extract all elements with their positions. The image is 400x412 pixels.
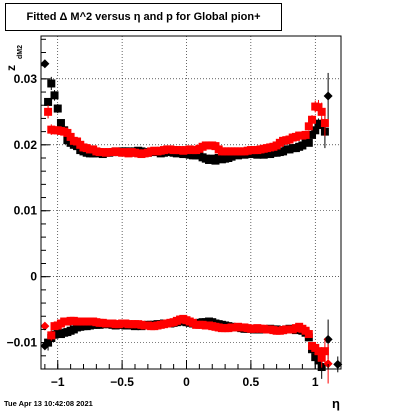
x-tick-label: 0.5 <box>243 375 260 389</box>
data-point <box>47 331 56 340</box>
data-point <box>314 103 323 112</box>
data-series-group <box>40 99 333 384</box>
data-point-edge <box>323 334 333 344</box>
x-axis-label: η <box>332 396 340 411</box>
y-axis-label: z <box>4 65 18 71</box>
axis-ticks <box>41 38 329 370</box>
data-point <box>304 122 313 131</box>
x-tick-label: 0 <box>183 375 190 389</box>
data-point <box>311 126 320 135</box>
y-tick-label: 0.01 <box>14 204 38 218</box>
data-series <box>40 59 343 384</box>
data-point <box>44 107 53 116</box>
axis-tick-labels: −1 −0.5 0 0.5 1 −0.01 0 0.01 0.02 0.03 <box>7 72 319 389</box>
data-point <box>304 138 313 147</box>
timestamp-label: Tue Apr 13 10:42:08 2021 <box>4 399 93 408</box>
x-tick-label: −0.5 <box>110 375 134 389</box>
data-point <box>314 347 323 356</box>
x-tick-label: −1 <box>51 375 65 389</box>
data-point-edge <box>40 59 50 69</box>
data-point <box>56 119 65 128</box>
data-point-edge <box>323 359 333 369</box>
data-point <box>44 97 53 106</box>
data-point <box>308 130 317 139</box>
data-point <box>320 119 329 128</box>
data-point <box>320 347 329 356</box>
data-point-edge <box>323 91 333 101</box>
y-tick-label: −0.01 <box>7 336 38 350</box>
x-tick-label: 1 <box>312 375 319 389</box>
data-point <box>308 115 317 124</box>
y-axis-label-subscript: dM2 <box>17 45 24 59</box>
data-point <box>317 353 326 362</box>
y-tick-label: 0 <box>30 270 37 284</box>
data-point <box>301 130 310 139</box>
data-point <box>47 79 56 88</box>
data-point-edge <box>333 359 343 369</box>
data-point <box>53 104 62 113</box>
y-tick-label: 0.02 <box>14 138 38 152</box>
plot-frame <box>40 35 342 370</box>
data-point-edge <box>40 321 50 331</box>
data-point <box>317 107 326 116</box>
data-point <box>50 91 59 100</box>
chart-title: Fitted Δ M^2 versus η and p for Global p… <box>5 3 282 31</box>
y-tick-label: 0.03 <box>14 72 38 86</box>
data-point <box>304 330 313 339</box>
